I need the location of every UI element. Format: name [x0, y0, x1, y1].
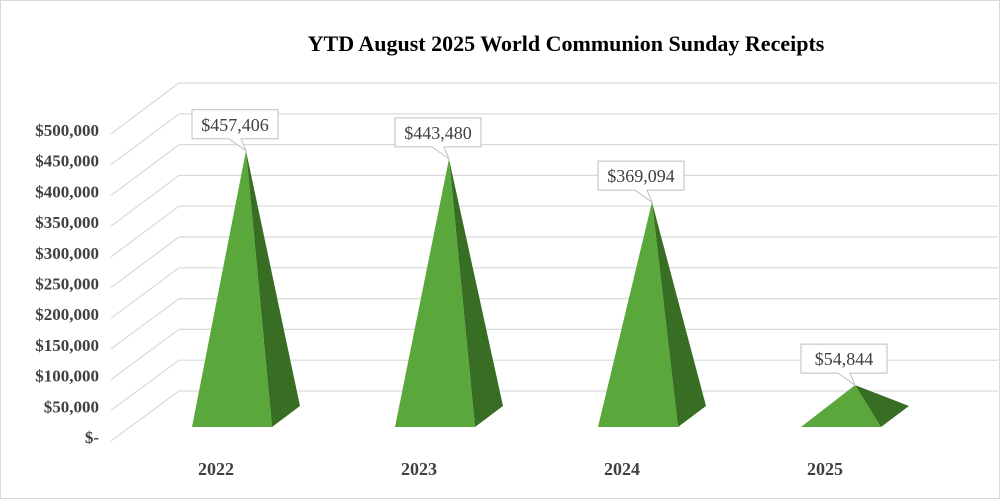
gridline — [110, 174, 998, 227]
pyramid-side-face — [246, 150, 300, 427]
y-tick-label: $150,000 — [35, 336, 99, 355]
gridline — [110, 144, 998, 196]
y-tick-label: $300,000 — [35, 244, 99, 263]
data-label-callout — [800, 343, 888, 387]
gridline — [110, 236, 998, 288]
chart-title: YTD August 2025 World Communion Sunday R… — [308, 31, 825, 56]
gridline — [110, 328, 998, 381]
gridline — [110, 267, 998, 319]
x-tick-label: 2023 — [401, 459, 437, 479]
x-tick-label: 2022 — [198, 459, 234, 479]
y-tick-label: $250,000 — [35, 275, 99, 294]
gridline — [110, 298, 998, 350]
pyramid-front-face — [395, 158, 475, 427]
data-label: $369,094 — [607, 166, 675, 186]
gridline — [110, 82, 998, 135]
pyramid-front-face — [801, 385, 881, 427]
gridline — [110, 390, 998, 442]
x-tick-label: 2024 — [604, 459, 640, 479]
x-tick-label: 2025 — [807, 459, 843, 479]
data-label: $443,480 — [404, 123, 472, 143]
data-label-callout — [597, 160, 685, 204]
pyramid-side-face — [449, 158, 503, 427]
data-label: $54,844 — [815, 349, 874, 369]
gridline — [110, 205, 998, 258]
data-label-callout — [191, 109, 279, 153]
y-tick-label: $400,000 — [35, 182, 99, 201]
y-tick-label: $200,000 — [35, 305, 99, 324]
y-tick-label: $450,000 — [35, 152, 99, 171]
pyramid-side-face — [652, 202, 706, 427]
y-tick-label: $500,000 — [35, 121, 99, 140]
data-label-callout — [394, 117, 482, 161]
y-tick-label: $350,000 — [35, 213, 99, 232]
y-tick-label: $100,000 — [35, 367, 99, 386]
pyramid-side-face — [855, 385, 909, 427]
y-tick-label: $50,000 — [44, 397, 99, 416]
pyramid-front-face — [598, 202, 678, 427]
data-label: $457,406 — [201, 115, 269, 135]
y-tick-label: $- — [85, 428, 100, 447]
pyramid-front-face — [192, 150, 272, 427]
gridline — [110, 113, 998, 166]
gridline — [110, 359, 998, 411]
